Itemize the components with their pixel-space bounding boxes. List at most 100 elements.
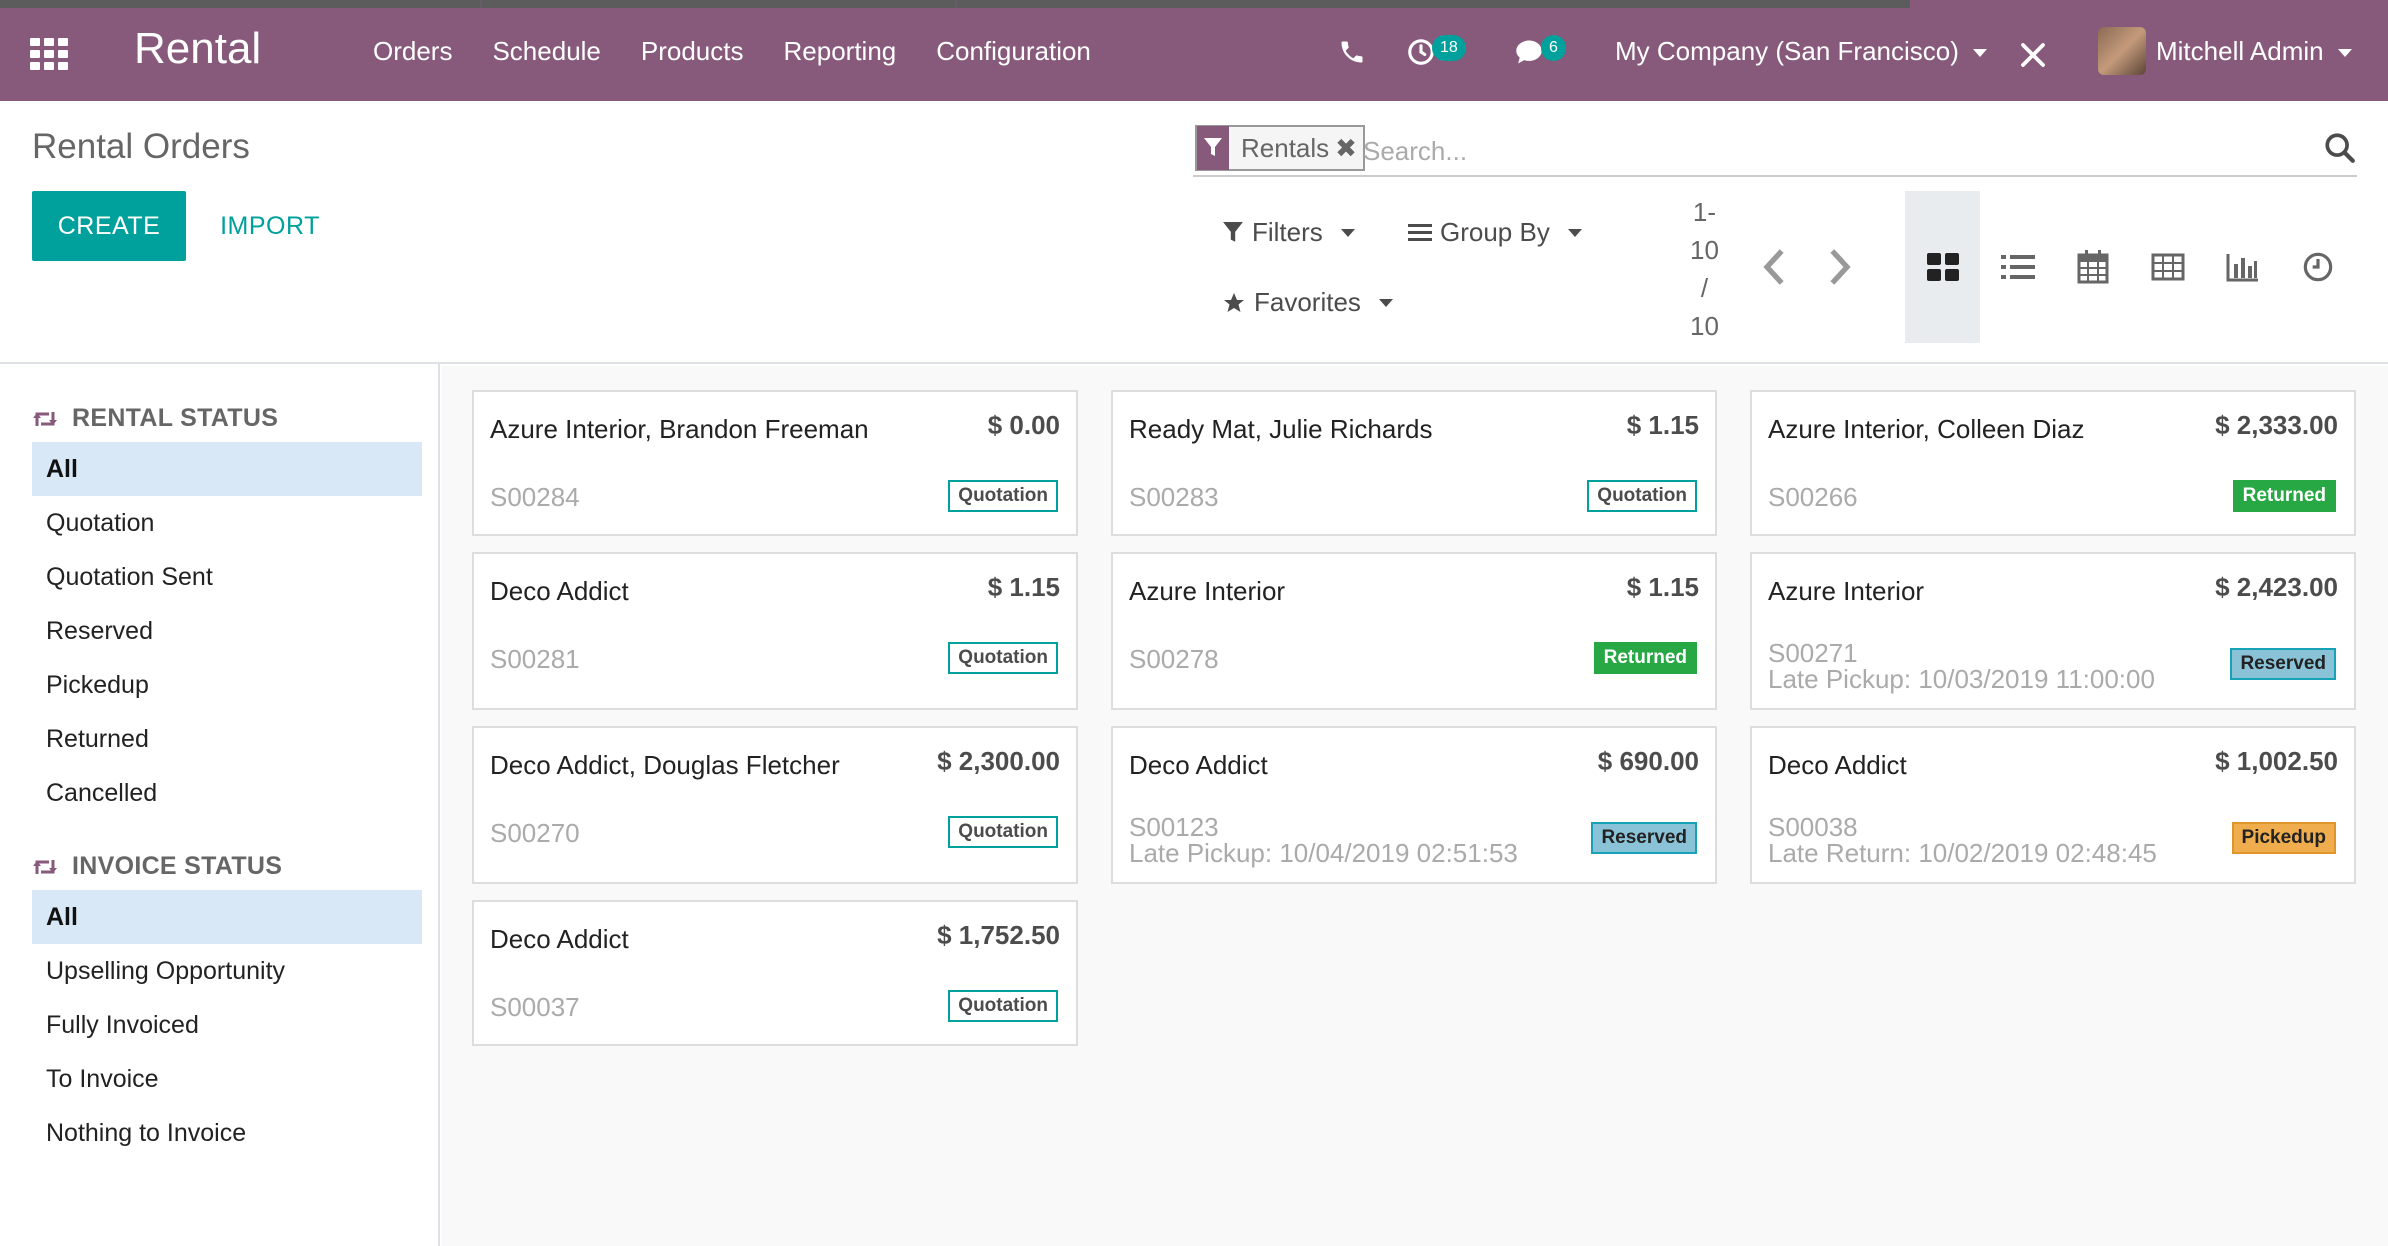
status-badge: Pickedup [2231,822,2336,854]
favorites-dropdown[interactable]: Favorites [1222,287,1393,318]
card-amount: $ 2,333.00 [2215,410,2338,440]
chat-icon[interactable] [1513,38,1545,66]
facet-remove-icon[interactable]: ✖ [1335,132,1357,163]
rental-status-reserved[interactable]: Reserved [46,617,153,645]
menu-orders[interactable]: Orders [373,36,453,66]
chevron-left-icon[interactable] [1760,247,1790,287]
kanban-card[interactable]: Azure Interior, Brandon Freeman $ 0.00 S… [472,390,1078,536]
create-button[interactable]: CREATE [32,191,186,261]
card-amount: $ 1.15 [987,572,1060,602]
filter-icon [1223,221,1243,242]
card-customer: Deco Addict, Douglas Fletcher [490,750,840,780]
chevron-down-icon [1567,228,1582,237]
menu-configuration[interactable]: Configuration [936,36,1091,66]
rental-status-pickedup[interactable]: Pickedup [46,671,149,699]
kanban-view: Azure Interior, Brandon Freeman $ 0.00 S… [442,366,2388,1246]
filters-label: Filters [1252,217,1323,247]
filters-dropdown[interactable]: Filters [1222,217,1355,248]
rental-status-returned[interactable]: Returned [46,725,149,753]
card-customer: Deco Addict [490,924,629,954]
rental-status-header: RENTAL STATUS [32,404,278,433]
card-amount: $ 2,423.00 [2215,572,2338,602]
user-name: Mitchell Admin [2156,36,2324,66]
menu-reporting[interactable]: Reporting [783,36,897,66]
card-reference: S00266 [1768,482,1858,512]
facet-label: Rentals [1241,132,1330,163]
pager-value[interactable]: 1- 10 / 10 [1690,197,1719,341]
card-late-notice: Late Pickup: 10/04/2019 02:51:53 [1129,838,1518,868]
clock-icon [2303,252,2332,282]
kanban-card[interactable]: Deco Addict $ 690.00 S00123 Late Pickup:… [1111,726,1717,884]
chevron-right-icon[interactable] [1824,247,1854,287]
card-customer: Deco Addict [490,576,629,606]
control-panel: Rental Orders CREATE IMPORT Rentals ✖ Fi… [0,101,2388,364]
invoice-status-fully-invoiced[interactable]: Fully Invoiced [46,1011,199,1039]
kanban-card[interactable]: Azure Interior $ 2,423.00 S00271 Late Pi… [1750,552,2356,710]
invoice-status-all[interactable]: All [32,890,422,944]
list-view-button[interactable] [1980,191,2055,343]
card-amount: $ 2,300.00 [937,746,1060,776]
menu-products[interactable]: Products [640,36,744,66]
card-amount: $ 0.00 [987,410,1060,440]
import-button[interactable]: IMPORT [220,212,320,240]
card-late-notice: Late Return: 10/02/2019 02:48:45 [1768,838,2157,868]
user-menu[interactable]: Mitchell Admin [2156,36,2352,67]
status-badge: Quotation [1587,480,1697,512]
status-badge: Quotation [948,642,1058,674]
chevron-down-icon [1340,228,1355,237]
card-customer: Azure Interior, Colleen Diaz [1768,414,2085,444]
rental-status-cancelled[interactable]: Cancelled [46,779,158,807]
kanban-card[interactable]: Deco Addict $ 1.15 S00281 Quotation [472,552,1078,710]
phone-icon[interactable] [1338,38,1366,66]
kanban-card[interactable]: Azure Interior, Colleen Diaz $ 2,333.00 … [1750,390,2356,536]
search-panel: RENTAL STATUS All Quotation Quotation Se… [0,364,440,1246]
card-reference: S00123 [1129,812,1219,842]
invoice-status-upselling[interactable]: Upselling Opportunity [46,957,286,985]
rental-status-title: RENTAL STATUS [72,404,279,432]
invoice-status-to-invoice[interactable]: To Invoice [46,1065,159,1093]
apps-menu-icon[interactable] [30,38,68,70]
kanban-card[interactable]: Ready Mat, Julie Richards $ 1.15 S00283 … [1111,390,1717,536]
invoice-status-nothing-to-invoice[interactable]: Nothing to Invoice [46,1119,247,1147]
calendar-view-button[interactable] [2055,191,2130,343]
card-reference: S00270 [490,818,580,848]
pivot-view-button[interactable] [2130,191,2205,343]
graph-view-button[interactable] [2205,191,2280,343]
rental-status-quotation-sent[interactable]: Quotation Sent [46,563,213,591]
star-icon [1224,292,1244,312]
table-icon [2151,253,2184,281]
card-customer: Deco Addict [1768,750,1907,780]
invoice-status-title: INVOICE STATUS [72,852,283,880]
rental-status-all[interactable]: All [32,442,422,496]
kanban-card[interactable]: Deco Addict $ 1,002.50 S00038 Late Retur… [1750,726,2356,884]
menu-schedule[interactable]: Schedule [492,36,601,66]
company-name: My Company (San Francisco) [1615,36,1959,66]
card-amount: $ 1.15 [1626,572,1699,602]
search-bar: Rentals ✖ [1193,123,2357,177]
kanban-card[interactable]: Deco Addict $ 1,752.50 S00037 Quotation [472,900,1078,1046]
app-brand[interactable]: Rental [134,24,262,73]
kanban-card[interactable]: Deco Addict, Douglas Fletcher $ 2,300.00… [472,726,1078,884]
status-badge: Reserved [1591,822,1697,854]
card-reference: S00284 [490,482,580,512]
chevron-down-icon [2337,49,2352,58]
user-avatar[interactable] [2098,27,2146,75]
top-loading-bar [0,0,2388,8]
company-switcher[interactable]: My Company (San Francisco) [1615,36,1987,67]
card-customer: Azure Interior [1768,576,1925,606]
chevron-down-icon [1378,298,1393,307]
clock-activity-icon[interactable] [1406,37,1436,67]
search-input[interactable] [1363,133,2283,169]
search-icon[interactable] [2323,131,2357,165]
card-customer: Azure Interior [1129,576,1286,606]
card-late-notice: Late Pickup: 10/03/2019 11:00:00 [1768,664,2155,694]
groupby-dropdown[interactable]: Group By [1408,217,1582,248]
debug-tools-icon[interactable] [2018,40,2048,70]
kanban-card[interactable]: Azure Interior $ 1.15 S00278 Returned [1111,552,1717,710]
activity-view-button[interactable] [2280,191,2355,343]
rental-status-quotation[interactable]: Quotation [46,509,155,537]
status-badge: Quotation [948,816,1058,848]
kanban-icon [1926,253,1959,281]
search-facet: Rentals ✖ [1195,125,1365,171]
kanban-view-button[interactable] [1905,191,1980,343]
